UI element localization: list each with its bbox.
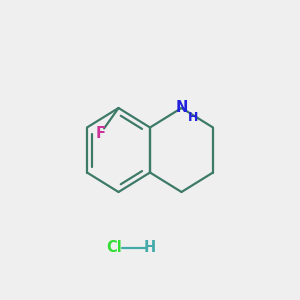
Text: Cl: Cl: [106, 240, 122, 255]
Text: N: N: [175, 100, 188, 116]
Text: F: F: [95, 126, 106, 141]
Text: H: H: [188, 111, 199, 124]
Text: H: H: [144, 240, 156, 255]
